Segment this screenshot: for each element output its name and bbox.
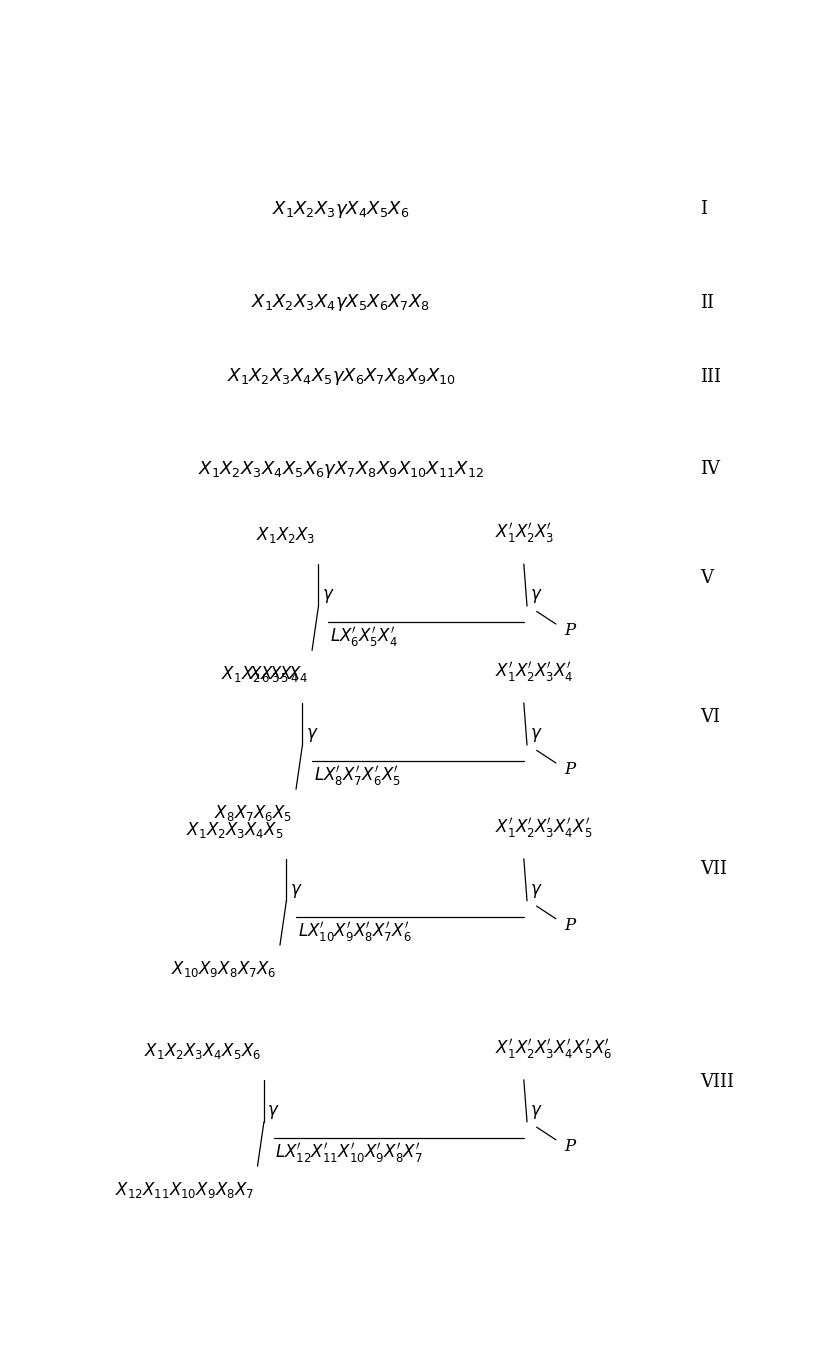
Text: $X^{\prime}_1X^{\prime}_2X^{\prime}_3$: $X^{\prime}_1X^{\prime}_2X^{\prime}_3$ bbox=[495, 521, 553, 545]
Text: P: P bbox=[563, 622, 575, 638]
Text: $X_1X_2X_3X_4X_5\gamma X_6X_7X_8X_9X_{10}$: $X_1X_2X_3X_4X_5\gamma X_6X_7X_8X_9X_{10… bbox=[227, 366, 455, 387]
Text: IV: IV bbox=[700, 461, 719, 478]
Text: $X_1X_2X_3X_4X_5X_6$: $X_1X_2X_3X_4X_5X_6$ bbox=[143, 1040, 261, 1061]
Text: $\gamma$: $\gamma$ bbox=[529, 726, 543, 744]
Text: $LX^{\prime}_{12}X^{\prime}_{11}X^{\prime}_{10}X^{\prime}_9X^{\prime}_8X^{\prime: $LX^{\prime}_{12}X^{\prime}_{11}X^{\prim… bbox=[275, 1141, 423, 1165]
Text: $X_1X_2X_3\gamma X_4X_5X_6$: $X_1X_2X_3\gamma X_4X_5X_6$ bbox=[272, 198, 409, 220]
Text: $X_{12}X_{11}X_{10}X_9X_8X_7$: $X_{12}X_{11}X_{10}X_9X_8X_7$ bbox=[115, 1180, 254, 1200]
Text: $\gamma$: $\gamma$ bbox=[267, 1103, 280, 1121]
Text: III: III bbox=[700, 368, 720, 385]
Text: VII: VII bbox=[700, 860, 726, 878]
Text: II: II bbox=[700, 294, 714, 312]
Text: VI: VI bbox=[700, 708, 719, 726]
Text: I: I bbox=[700, 201, 706, 219]
Text: P: P bbox=[563, 761, 575, 778]
Text: P: P bbox=[563, 1137, 575, 1155]
Text: VIII: VIII bbox=[700, 1073, 734, 1091]
Text: $\gamma$: $\gamma$ bbox=[529, 882, 543, 899]
Text: $LX^{\prime}_{10}X^{\prime}_9X^{\prime}_8X^{\prime}_7X^{\prime}_6$: $LX^{\prime}_{10}X^{\prime}_9X^{\prime}_… bbox=[298, 920, 411, 943]
Text: $X_1X_2X_3X_4$: $X_1X_2X_3X_4$ bbox=[220, 664, 299, 684]
Text: $X_1X_2X_3X_4X_5X_6\gamma X_7X_8X_9X_{10}X_{11}X_{12}$: $X_1X_2X_3X_4X_5X_6\gamma X_7X_8X_9X_{10… bbox=[198, 459, 483, 480]
Text: $\gamma$: $\gamma$ bbox=[305, 726, 318, 744]
Text: $X^{\prime}_1X^{\prime}_2X^{\prime}_3X^{\prime}_4$: $X^{\prime}_1X^{\prime}_2X^{\prime}_3X^{… bbox=[495, 660, 573, 684]
Text: $X_8X_7X_6X_5$: $X_8X_7X_6X_5$ bbox=[214, 802, 293, 823]
Text: $X^{\prime}_1X^{\prime}_2X^{\prime}_3X^{\prime}_4X^{\prime}_5X^{\prime}_6$: $X^{\prime}_1X^{\prime}_2X^{\prime}_3X^{… bbox=[495, 1036, 611, 1061]
Text: V: V bbox=[700, 569, 712, 586]
Text: $LX^{\prime}_6X^{\prime}_5X^{\prime}_4$: $LX^{\prime}_6X^{\prime}_5X^{\prime}_4$ bbox=[330, 625, 398, 649]
Text: $X^{\prime}_1X^{\prime}_2X^{\prime}_3X^{\prime}_4X^{\prime}_5$: $X^{\prime}_1X^{\prime}_2X^{\prime}_3X^{… bbox=[495, 816, 592, 839]
Text: $X_1X_2X_3X_4\gamma X_5X_6X_7X_8$: $X_1X_2X_3X_4\gamma X_5X_6X_7X_8$ bbox=[251, 293, 430, 313]
Text: $X_1X_2X_3$: $X_1X_2X_3$ bbox=[256, 525, 315, 545]
Text: $\gamma$: $\gamma$ bbox=[529, 586, 543, 606]
Text: $X_{10}X_9X_8X_7X_6$: $X_{10}X_9X_8X_7X_6$ bbox=[171, 958, 276, 979]
Text: $X_6X_5X_4$: $X_6X_5X_4$ bbox=[249, 664, 308, 684]
Text: P: P bbox=[563, 916, 575, 934]
Text: $\gamma$: $\gamma$ bbox=[529, 1103, 543, 1121]
Text: $X_1X_2X_3X_4X_5$: $X_1X_2X_3X_4X_5$ bbox=[185, 820, 283, 839]
Text: $LX^{\prime}_8X^{\prime}_7X^{\prime}_6X^{\prime}_5$: $LX^{\prime}_8X^{\prime}_7X^{\prime}_6X^… bbox=[313, 764, 400, 787]
Text: $\gamma$: $\gamma$ bbox=[321, 586, 334, 606]
Text: $\gamma$: $\gamma$ bbox=[289, 882, 302, 899]
